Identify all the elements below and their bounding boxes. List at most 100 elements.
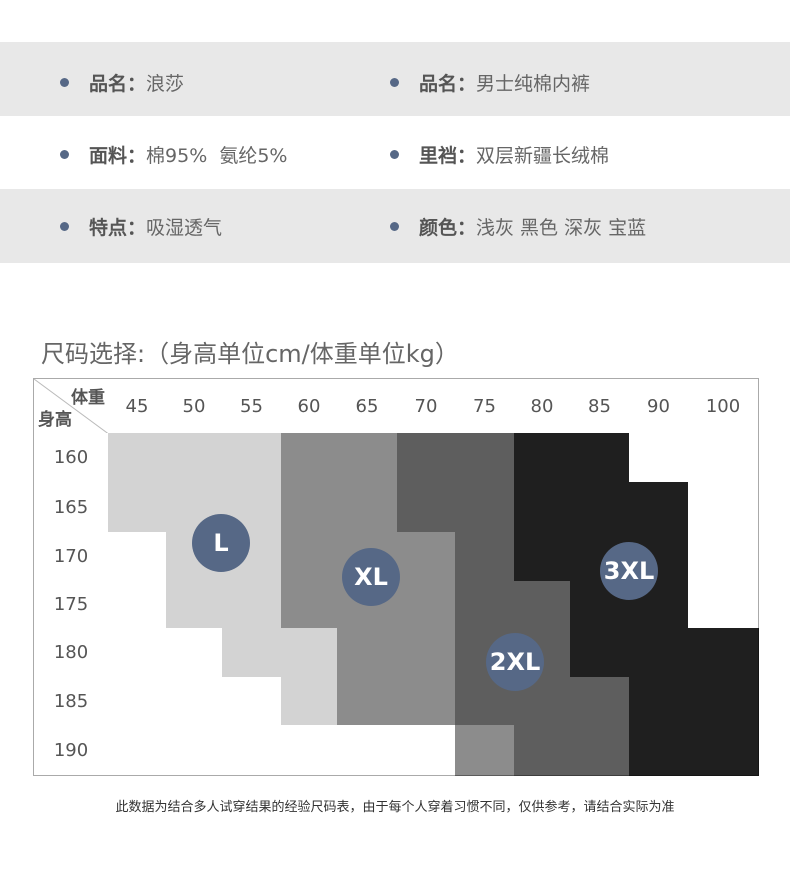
size-cell (108, 482, 167, 533)
spec-label: 面料： (89, 145, 147, 167)
size-cell (688, 482, 759, 533)
spec-value: 棉95% 氨纶5% (146, 145, 288, 167)
size-cell (281, 581, 338, 629)
spec-item-color: 颜色：浅灰 黑色 深灰 宝蓝 (390, 216, 646, 240)
weight-header: 80 (514, 378, 571, 434)
size-cell (570, 482, 630, 533)
size-cell (688, 433, 759, 483)
spec-item-crotch: 里裆：双层新疆长绒棉 (390, 144, 609, 168)
size-cell (629, 628, 689, 678)
size-cell (514, 532, 571, 582)
size-cell (337, 628, 398, 678)
size-cell (455, 433, 515, 483)
size-cell (108, 532, 167, 582)
size-cell (222, 628, 282, 678)
size-badge-l: L (192, 514, 250, 572)
size-cell (514, 482, 571, 533)
height-header: 190 (33, 725, 109, 776)
size-cell (455, 581, 515, 629)
spec-label: 特点： (89, 217, 147, 239)
size-badge-xl: XL (342, 548, 400, 606)
size-cell (337, 677, 398, 726)
spec-item-name: 品名：浪莎 (60, 72, 184, 96)
weight-header: 90 (629, 378, 689, 434)
weight-header: 50 (166, 378, 223, 434)
size-cell (397, 725, 456, 776)
size-cell (281, 677, 338, 726)
weight-header: 45 (108, 378, 167, 434)
size-cell (337, 482, 398, 533)
size-cell (688, 725, 759, 776)
size-cell (166, 581, 223, 629)
weight-header: 70 (397, 378, 456, 434)
spec-item-fabric: 面料：棉95% 氨纶5% (60, 144, 287, 168)
size-badge-2xl: 2XL (486, 633, 544, 691)
size-chart-note: 此数据为结合多人试穿结果的经验尺码表，由于每个人穿着习惯不同，仅供参考，请结合实… (115, 800, 675, 815)
weight-header: 65 (337, 378, 398, 434)
spec-value: 双层新疆长绒棉 (476, 145, 610, 167)
size-cell (222, 725, 282, 776)
size-cell (222, 581, 282, 629)
height-header: 170 (33, 532, 109, 582)
size-cell (629, 482, 689, 533)
spec-value: 男士纯棉内裤 (476, 73, 591, 95)
height-axis-label: 身高 (38, 410, 72, 430)
size-cell (166, 677, 223, 726)
size-cell (570, 677, 630, 726)
size-cell (397, 532, 456, 582)
size-cell (397, 677, 456, 726)
size-cell (337, 433, 398, 483)
weight-header: 75 (455, 378, 515, 434)
bullet-icon (60, 150, 69, 159)
size-cell (222, 433, 282, 483)
size-badge-3xl: 3XL (600, 542, 658, 600)
diagonal-line (34, 379, 110, 435)
height-header: 175 (33, 581, 109, 629)
size-cell (570, 628, 630, 678)
size-cell (688, 532, 759, 582)
spec-value: 吸湿透气 (146, 217, 223, 239)
spec-label: 品名： (419, 73, 477, 95)
size-cell (629, 677, 689, 726)
spec-label: 里裆： (419, 145, 477, 167)
size-cell (281, 433, 338, 483)
weight-header: 55 (222, 378, 282, 434)
height-header: 160 (33, 433, 109, 483)
size-cell (166, 433, 223, 483)
size-cell (108, 628, 167, 678)
size-cell (281, 628, 338, 678)
spec-value: 浪莎 (146, 73, 185, 95)
size-cell (397, 628, 456, 678)
weight-header: 100 (688, 378, 759, 434)
weight-header: 85 (570, 378, 630, 434)
size-cell (514, 725, 571, 776)
size-cell (166, 725, 223, 776)
size-cell (397, 433, 456, 483)
size-cell (570, 725, 630, 776)
size-cell (455, 532, 515, 582)
size-cell (397, 581, 456, 629)
size-cell (281, 532, 338, 582)
size-cell (222, 677, 282, 726)
size-cell (108, 677, 167, 726)
size-cell (108, 725, 167, 776)
corner-cell: 体重 身高 (33, 378, 110, 435)
height-header: 165 (33, 482, 109, 533)
size-cell (397, 482, 456, 533)
size-cell (108, 433, 167, 483)
size-cell (281, 482, 338, 533)
bullet-icon (60, 78, 69, 87)
bullet-icon (60, 222, 69, 231)
weight-header: 60 (281, 378, 338, 434)
spec-item-product: 品名：男士纯棉内裤 (390, 72, 590, 96)
spec-value: 浅灰 黑色 深灰 宝蓝 (476, 217, 647, 239)
size-cell (455, 482, 515, 533)
bullet-icon (390, 78, 399, 87)
size-cell (688, 581, 759, 629)
size-cell (166, 628, 223, 678)
size-cell (514, 581, 571, 629)
size-cell (629, 725, 689, 776)
size-cell (281, 725, 338, 776)
weight-axis-label: 体重 (71, 388, 105, 408)
